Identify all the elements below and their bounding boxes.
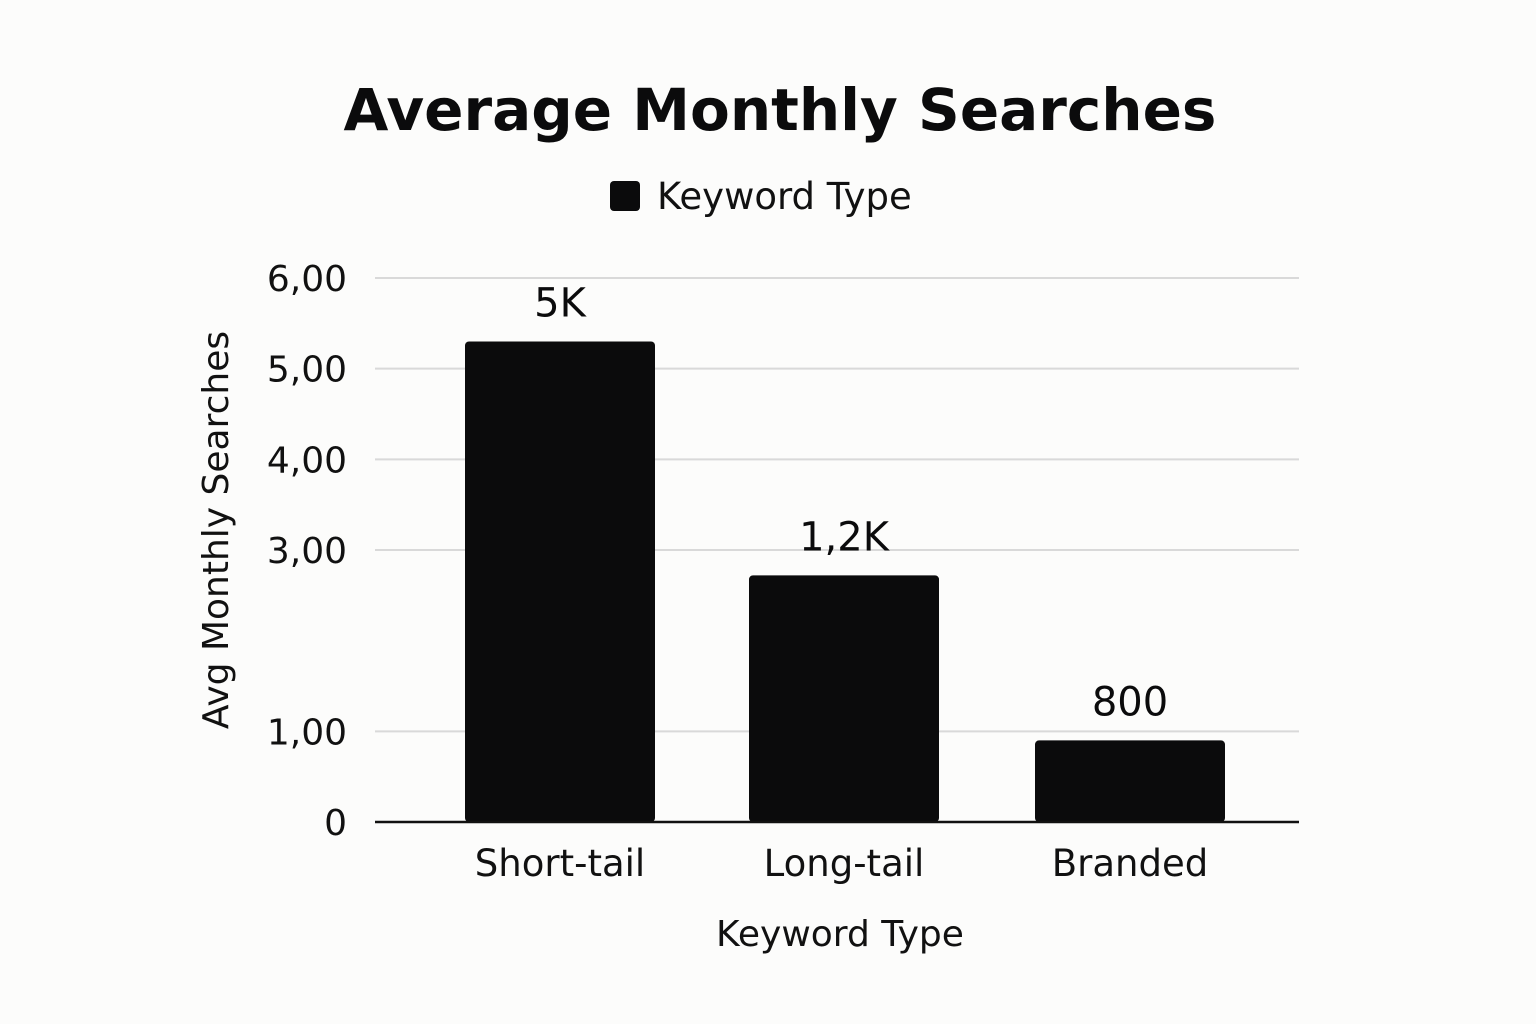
x-tick-label: Short-tail [475, 842, 645, 885]
legend-swatch [610, 181, 640, 211]
y-tick-label: 0 [324, 803, 347, 844]
y-tick-label: 5,00 [267, 350, 347, 391]
y-tick-label: 6,00 [267, 259, 347, 300]
data-label: 800 [1092, 679, 1168, 725]
data-labels: 5K 1,2K 800 [534, 280, 1168, 725]
x-axis-label: Keyword Type [716, 914, 964, 955]
data-label: 5K [534, 280, 587, 326]
legend: Keyword Type [610, 175, 912, 218]
bar [1035, 740, 1225, 822]
legend-label: Keyword Type [657, 175, 912, 218]
x-tick-label: Branded [1052, 842, 1208, 885]
x-tick-label: Long-tail [764, 842, 925, 885]
y-axis-ticks: 0 1,00 3,00 4,00 5,00 6,00 [267, 259, 347, 844]
bar [749, 575, 939, 822]
y-tick-label: 1,00 [267, 712, 347, 753]
bar [465, 341, 655, 822]
y-tick-label: 3,00 [267, 531, 347, 572]
bars [465, 341, 1225, 822]
chart-title: Average Monthly Searches [344, 76, 1217, 144]
y-axis-label: Avg Monthly Searches [196, 331, 237, 729]
y-tick-label: 4,00 [267, 440, 347, 481]
x-axis-ticks: Short-tail Long-tail Branded [475, 842, 1208, 885]
data-label: 1,2K [799, 514, 891, 560]
